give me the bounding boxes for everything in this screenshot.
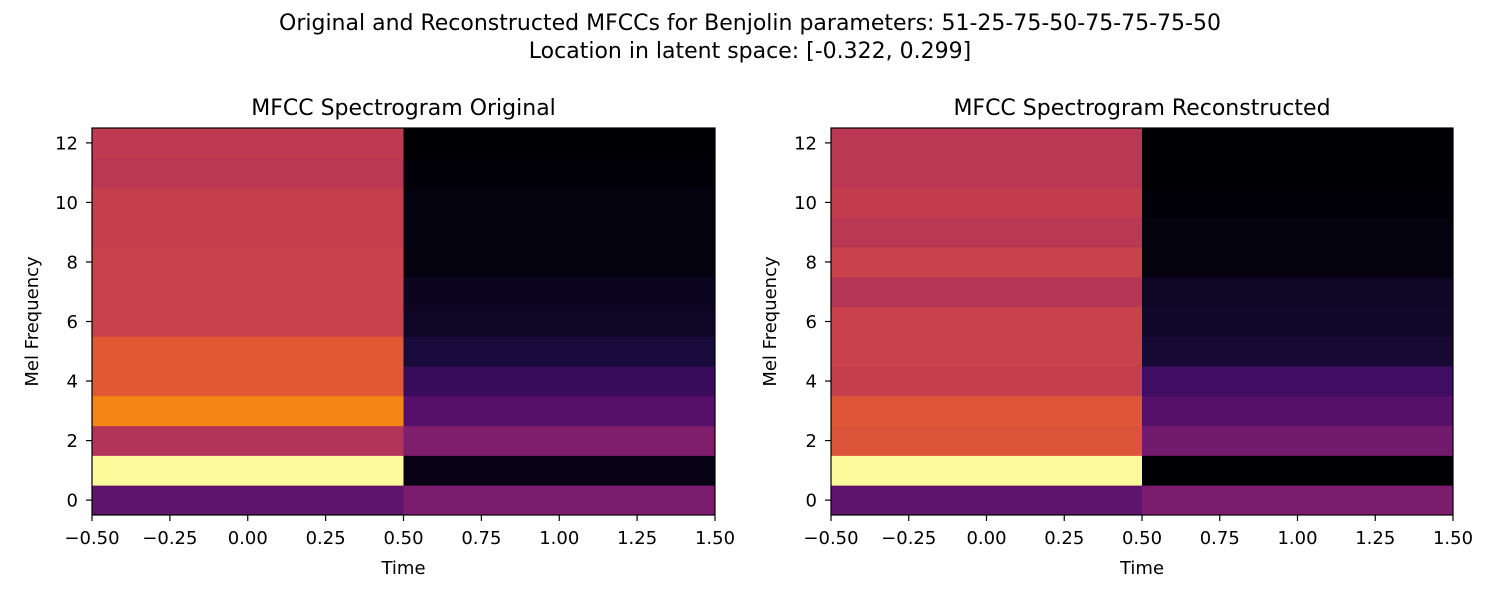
- heatmap-cell-original-mel5-t1: [403, 336, 716, 367]
- heatmap-cell-original-mel8-t0: [92, 247, 404, 278]
- heatmap-cell-reconstructed-mel7-t1: [1142, 276, 1454, 308]
- heatmap-cell-reconstructed-mel8-t0: [831, 247, 1143, 278]
- heatmap-reconstructed-panel: MFCC Spectrogram Reconstructed Time Mel …: [760, 96, 1473, 579]
- xtick-label-original: 0.75: [461, 528, 501, 549]
- ytick-label-original: 12: [55, 133, 78, 154]
- heatmap-cell-reconstructed-mel7-t0: [831, 276, 1143, 308]
- xtick-label-reconstructed: 1.00: [1277, 528, 1317, 549]
- heatmap-cell-reconstructed-mel6-t0: [831, 306, 1143, 337]
- heatmap-cell-reconstructed-mel5-t1: [1142, 336, 1454, 367]
- heatmap-original-ylabel: Mel Frequency: [22, 256, 43, 387]
- heatmap-cell-original-mel3-t0: [92, 395, 404, 427]
- heatmap-cell-original-mel10-t0: [92, 187, 404, 218]
- heatmap-cell-original-mel4-t1: [403, 366, 716, 397]
- heatmap-cell-reconstructed-mel5-t0: [831, 336, 1143, 367]
- heatmap-cell-reconstructed-mel12-t1: [1142, 128, 1454, 159]
- heatmap-cell-original-mel10-t1: [403, 187, 716, 218]
- xtick-label-original: 1.50: [695, 528, 735, 549]
- heatmap-original-panel: MFCC Spectrogram Original Time Mel Frequ…: [22, 96, 735, 579]
- heatmap-cell-original-mel4-t0: [92, 366, 404, 397]
- ytick-label-reconstructed: 4: [806, 372, 817, 393]
- heatmap-reconstructed-title: MFCC Spectrogram Reconstructed: [953, 96, 1330, 121]
- heatmap-cell-original-mel6-t0: [92, 306, 404, 337]
- xtick-label-original: −0.25: [142, 528, 197, 549]
- ytick-label-original: 8: [67, 252, 78, 273]
- heatmap-cell-reconstructed-mel4-t0: [831, 366, 1143, 397]
- heatmap-reconstructed-cells: [831, 128, 1454, 516]
- ytick-label-original: 2: [67, 431, 78, 452]
- xtick-label-reconstructed: −0.50: [803, 528, 858, 549]
- heatmap-cell-reconstructed-mel2-t1: [1142, 425, 1454, 456]
- xtick-label-reconstructed: 0.50: [1122, 528, 1162, 549]
- heatmap-cell-original-mel8-t1: [403, 247, 716, 278]
- heatmap-cell-reconstructed-mel1-t1: [1142, 455, 1454, 486]
- heatmap-cell-original-mel11-t0: [92, 157, 404, 188]
- heatmap-cell-original-mel3-t1: [403, 395, 716, 427]
- ytick-label-reconstructed: 2: [806, 431, 817, 452]
- xtick-label-reconstructed: 0.00: [966, 528, 1006, 549]
- heatmap-cell-reconstructed-mel9-t1: [1142, 217, 1454, 248]
- heatmap-cell-reconstructed-mel9-t0: [831, 217, 1143, 248]
- heatmap-cell-reconstructed-mel11-t1: [1142, 157, 1454, 188]
- heatmap-cell-reconstructed-mel4-t1: [1142, 366, 1454, 397]
- xtick-label-original: 0.25: [306, 528, 346, 549]
- heatmap-cell-reconstructed-mel0-t0: [831, 485, 1143, 516]
- xtick-label-reconstructed: 0.25: [1044, 528, 1084, 549]
- heatmap-reconstructed-xlabel: Time: [1119, 558, 1164, 579]
- heatmap-cell-reconstructed-mel2-t0: [831, 425, 1143, 456]
- heatmap-cell-reconstructed-mel0-t1: [1142, 485, 1454, 516]
- xtick-label-original: 0.00: [228, 528, 268, 549]
- xtick-label-original: 0.50: [383, 528, 423, 549]
- heatmap-cell-original-mel0-t1: [403, 485, 716, 516]
- heatmap-cell-original-mel11-t1: [403, 157, 716, 188]
- xtick-label-reconstructed: 1.25: [1355, 528, 1395, 549]
- xtick-label-reconstructed: −0.25: [881, 528, 936, 549]
- xtick-label-original: 1.00: [539, 528, 579, 549]
- heatmap-cell-reconstructed-mel3-t0: [831, 395, 1143, 427]
- ytick-label-reconstructed: 10: [794, 193, 817, 214]
- ytick-label-original: 0: [67, 491, 78, 512]
- heatmap-cell-reconstructed-mel10-t1: [1142, 187, 1454, 218]
- heatmap-cell-reconstructed-mel12-t0: [831, 128, 1143, 159]
- ytick-label-reconstructed: 6: [806, 312, 817, 333]
- heatmap-original-cells: [92, 128, 716, 516]
- ytick-label-reconstructed: 0: [806, 491, 817, 512]
- heatmap-cell-original-mel7-t1: [403, 276, 716, 308]
- heatmap-cell-reconstructed-mel11-t0: [831, 157, 1143, 188]
- heatmap-cell-reconstructed-mel10-t0: [831, 187, 1143, 218]
- heatmap-cell-original-mel9-t0: [92, 217, 404, 248]
- figure-suptitle-line1: Original and Reconstructed MFCCs for Ben…: [279, 11, 1221, 36]
- heatmap-cell-original-mel6-t1: [403, 306, 716, 337]
- xtick-label-original: −0.50: [64, 528, 119, 549]
- heatmap-cell-original-mel9-t1: [403, 217, 716, 248]
- heatmap-reconstructed-ylabel: Mel Frequency: [760, 256, 781, 387]
- heatmap-original-title: MFCC Spectrogram Original: [251, 96, 556, 121]
- xtick-label-reconstructed: 1.50: [1433, 528, 1473, 549]
- heatmap-cell-reconstructed-mel8-t1: [1142, 247, 1454, 278]
- heatmap-cell-reconstructed-mel1-t0: [831, 455, 1143, 486]
- ytick-label-reconstructed: 8: [806, 252, 817, 273]
- xtick-label-reconstructed: 0.75: [1200, 528, 1240, 549]
- xtick-label-original: 1.25: [617, 528, 657, 549]
- heatmap-cell-reconstructed-mel3-t1: [1142, 395, 1454, 427]
- heatmap-cell-original-mel12-t1: [403, 128, 716, 159]
- ytick-label-reconstructed: 12: [794, 133, 817, 154]
- heatmap-cell-original-mel12-t0: [92, 128, 404, 159]
- heatmap-cell-original-mel1-t0: [92, 455, 404, 486]
- heatmap-cell-original-mel1-t1: [403, 455, 716, 486]
- heatmap-cell-original-mel2-t0: [92, 425, 404, 456]
- ytick-label-original: 6: [67, 312, 78, 333]
- heatmap-cell-reconstructed-mel6-t1: [1142, 306, 1454, 337]
- heatmap-cell-original-mel2-t1: [403, 425, 716, 456]
- heatmap-original-xlabel: Time: [380, 558, 425, 579]
- heatmap-cell-original-mel5-t0: [92, 336, 404, 367]
- ytick-label-original: 10: [55, 193, 78, 214]
- figure-suptitle-line2: Location in latent space: [-0.322, 0.299…: [529, 39, 971, 64]
- heatmap-cell-original-mel7-t0: [92, 276, 404, 308]
- ytick-label-original: 4: [67, 372, 78, 393]
- heatmap-cell-original-mel0-t0: [92, 485, 404, 516]
